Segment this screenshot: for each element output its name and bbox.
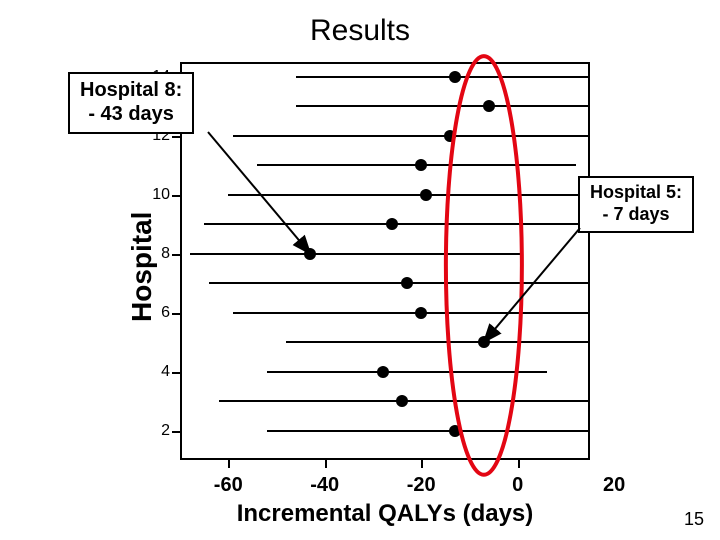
x-tick-mark xyxy=(421,460,423,468)
y-tick-label: 8 xyxy=(142,245,170,263)
point-estimate-dot xyxy=(401,277,413,289)
interval-line xyxy=(267,430,590,432)
interval-line xyxy=(296,76,590,78)
x-tick-label: -40 xyxy=(310,474,339,497)
interval-line xyxy=(233,135,590,137)
x-tick-label: -60 xyxy=(214,474,243,497)
interval-line xyxy=(267,371,547,373)
y-tick-label: 6 xyxy=(142,304,170,322)
interval-line xyxy=(228,194,590,196)
y-tick-label: 10 xyxy=(142,186,170,204)
callout-line: Hospital 5: xyxy=(590,182,682,204)
callout-hospital-8: Hospital 8: - 43 days xyxy=(68,72,194,134)
y-tick-label: 2 xyxy=(142,422,170,440)
x-tick-mark xyxy=(228,460,230,468)
x-tick-label: 20 xyxy=(603,474,625,497)
x-tick-mark xyxy=(325,460,327,468)
point-estimate-dot xyxy=(420,189,432,201)
point-estimate-dot xyxy=(415,159,427,171)
y-tick-mark xyxy=(172,431,180,433)
point-estimate-dot xyxy=(478,336,490,348)
x-axis-label: Incremental QALYs (days) xyxy=(180,500,590,528)
slide-number: 15 xyxy=(684,509,704,530)
interval-line xyxy=(209,282,590,284)
point-estimate-dot xyxy=(396,395,408,407)
point-estimate-dot xyxy=(386,218,398,230)
y-tick-mark xyxy=(172,136,180,138)
y-tick-label: 4 xyxy=(142,363,170,381)
page-title: Results xyxy=(0,14,720,48)
interval-line xyxy=(190,253,523,255)
interval-line xyxy=(296,105,590,107)
y-tick-mark xyxy=(172,254,180,256)
callout-line: Hospital 8: xyxy=(80,78,182,102)
interval-line xyxy=(233,312,590,314)
callout-line: - 43 days xyxy=(80,102,182,126)
point-estimate-dot xyxy=(444,130,456,142)
interval-line xyxy=(286,341,590,343)
callout-hospital-5: Hospital 5: - 7 days xyxy=(578,176,694,233)
point-estimate-dot xyxy=(304,248,316,260)
point-estimate-dot xyxy=(415,307,427,319)
y-tick-mark xyxy=(172,313,180,315)
callout-line: - 7 days xyxy=(590,204,682,226)
x-tick-label: -20 xyxy=(407,474,436,497)
point-estimate-dot xyxy=(449,425,461,437)
chart-plot-area: 2468101214 xyxy=(180,62,590,460)
y-tick-mark xyxy=(172,372,180,374)
x-tick-mark xyxy=(518,460,520,468)
point-estimate-dot xyxy=(483,100,495,112)
y-tick-mark xyxy=(172,195,180,197)
x-tick-label: 0 xyxy=(512,474,523,497)
point-estimate-dot xyxy=(377,366,389,378)
point-estimate-dot xyxy=(449,71,461,83)
